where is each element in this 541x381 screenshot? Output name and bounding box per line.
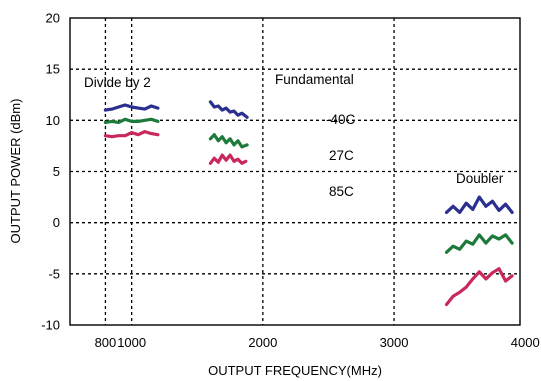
y-tick-label: -5 (48, 266, 60, 281)
grid-lines (70, 18, 520, 325)
annotation-temp-27c: 27C (329, 148, 354, 163)
annotation-temp-85c: 85C (329, 184, 354, 199)
annotation-doubler: Doubler (456, 171, 504, 186)
tick-labels: -10 -5 0 5 10 15 20 800 1000 2000 3000 4000 (41, 11, 540, 351)
y-tick-label: 0 (53, 215, 60, 230)
y-tick-label: 20 (46, 11, 60, 26)
y-tick-label: 15 (46, 62, 60, 77)
y-tick-label: 5 (53, 164, 60, 179)
x-tick-label: 2000 (248, 335, 277, 350)
annotation-temp-minus40c: -40C (326, 112, 356, 127)
series-line-minus40C-divide-by-2 (103, 103, 160, 112)
x-tick-label: 3000 (380, 335, 409, 350)
x-tick-label: 4000 (511, 335, 540, 350)
series-line-plus27C-divide-by-2 (103, 117, 160, 124)
x-tick-label: 800 (95, 335, 117, 350)
series-line-plus85C-fundamental (208, 153, 248, 165)
y-tick-label: -10 (41, 318, 60, 333)
y-tick-label: 10 (46, 113, 60, 128)
x-tick-label: 1000 (117, 335, 146, 350)
x-axis-label: OUTPUT FREQUENCY(MHz) (208, 363, 382, 378)
series-line-minus40C-doubler (444, 195, 514, 214)
series-line-plus27C-fundamental (208, 133, 249, 149)
series-line-plus85C-doubler (444, 267, 514, 307)
series-line-plus27C-doubler (444, 233, 514, 254)
series-line-minus40C-fundamental (208, 100, 249, 119)
y-axis-label: OUTPUT POWER (dBm) (8, 99, 23, 244)
plot-frame (69, 17, 521, 326)
annotation-divide-by-2: Divide by 2 (84, 75, 151, 90)
series-line-plus85C-divide-by-2 (103, 130, 160, 139)
annotation-fundamental: Fundamental (275, 72, 354, 87)
series-layer (103, 100, 514, 307)
